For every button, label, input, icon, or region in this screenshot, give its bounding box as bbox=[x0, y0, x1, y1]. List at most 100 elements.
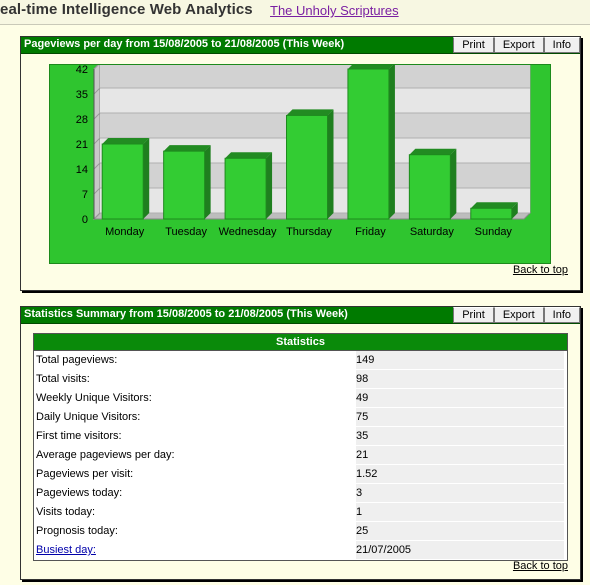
info-button[interactable]: Info bbox=[543, 307, 580, 323]
busiest-day-link[interactable]: Busiest day: bbox=[36, 544, 96, 556]
stat-value: 1 bbox=[356, 503, 564, 521]
bar bbox=[408, 154, 451, 220]
stat-value: 21 bbox=[356, 446, 564, 464]
bar-top bbox=[102, 138, 150, 144]
bar bbox=[163, 150, 206, 220]
gridline-side bbox=[93, 162, 101, 170]
statistics-panel-tools: Print Export Info bbox=[453, 307, 580, 323]
back-to-top-link[interactable]: Back to top bbox=[512, 560, 568, 572]
x-tick-label: Monday bbox=[105, 226, 145, 238]
statistics-panel-header: Statistics Summary from 15/08/2005 to 21… bbox=[21, 307, 580, 324]
stat-value: 3 bbox=[356, 484, 564, 502]
bar bbox=[286, 114, 328, 220]
gridline-side bbox=[93, 112, 101, 120]
export-button[interactable]: Export bbox=[493, 37, 544, 53]
y-tick-label: 7 bbox=[82, 189, 88, 201]
bar-top bbox=[347, 65, 393, 69]
stat-label: Total visits: bbox=[36, 373, 90, 385]
bar-side bbox=[266, 152, 273, 219]
bar bbox=[224, 157, 267, 220]
statistics-panel: Statistics Summary from 15/08/2005 to 21… bbox=[20, 306, 581, 580]
table-row: Prognosis today: 25 bbox=[34, 522, 567, 541]
site-link[interactable]: The Unholy Scriptures bbox=[270, 3, 399, 18]
table-row: Visits today: 1 bbox=[34, 503, 567, 522]
table-row: Average pageviews per day: 21 bbox=[34, 446, 567, 465]
stat-value: 98 bbox=[356, 370, 564, 388]
x-tick-label: Sunday bbox=[475, 226, 513, 238]
gridline-side bbox=[93, 137, 101, 145]
stat-label: Pageviews per visit: bbox=[36, 468, 134, 480]
y-tick-label: 35 bbox=[76, 89, 88, 101]
pageviews-chart-svg: 0 7 14 21 28 35 42 Monday Tuesday Wednesday Thursd… bbox=[76, 65, 532, 238]
bar-side bbox=[388, 65, 395, 219]
statistics-table: Statistics Total pageviews: 149 Total vis… bbox=[33, 333, 568, 561]
pageviews-panel-title: Pageviews per day from 15/08/2005 to 21/… bbox=[24, 38, 345, 50]
table-row: Pageviews today: 3 bbox=[34, 484, 567, 503]
stat-value: 25 bbox=[356, 522, 564, 540]
stat-label: Average pageviews per day: bbox=[36, 449, 175, 461]
x-tick-label: Friday bbox=[355, 226, 386, 238]
app-title: eal-time Intelligence Web Analytics bbox=[0, 1, 253, 18]
bar-top bbox=[163, 145, 211, 152]
plot-band bbox=[100, 65, 530, 88]
gridline-side bbox=[93, 187, 101, 195]
back-to-top-link[interactable]: Back to top bbox=[512, 264, 568, 276]
table-row: Total pageviews: 149 bbox=[34, 351, 567, 370]
stat-value: 49 bbox=[356, 389, 564, 407]
y-tick-label: 42 bbox=[76, 65, 88, 76]
bar bbox=[470, 207, 513, 220]
y-tick-label: 21 bbox=[76, 139, 88, 151]
bar-side bbox=[511, 202, 518, 219]
print-button[interactable]: Print bbox=[453, 307, 494, 323]
top-bar: eal-time Intelligence Web Analytics The … bbox=[0, 0, 590, 25]
y-tick-label: 14 bbox=[76, 164, 88, 176]
info-button[interactable]: Info bbox=[543, 37, 580, 53]
bar-top bbox=[286, 109, 334, 116]
plot-band bbox=[100, 88, 530, 113]
y-tick-label: 28 bbox=[76, 114, 88, 126]
gridline-side bbox=[93, 212, 101, 220]
bar-side bbox=[327, 109, 334, 219]
gridline-side bbox=[93, 87, 101, 95]
print-button[interactable]: Print bbox=[453, 37, 494, 53]
gridline-side bbox=[93, 65, 99, 70]
table-row: Daily Unique Visitors: 75 bbox=[34, 408, 567, 427]
x-tick-label: Saturday bbox=[410, 226, 455, 238]
plot-side-wall bbox=[93, 65, 101, 221]
bar-side bbox=[204, 145, 211, 219]
stat-label: Pageviews today: bbox=[36, 487, 123, 499]
x-tick-label: Tuesday bbox=[165, 226, 207, 238]
x-tick-label: Wednesday bbox=[219, 226, 277, 238]
statistics-rows: Total pageviews: 149 Total visits: 98 Week… bbox=[34, 351, 567, 560]
table-row: First time visitors: 35 bbox=[34, 427, 567, 446]
stat-label: Total pageviews: bbox=[36, 354, 118, 366]
stat-value: 1.52 bbox=[356, 465, 564, 483]
bar-top bbox=[409, 148, 457, 155]
pageviews-panel: Pageviews per day from 15/08/2005 to 21/… bbox=[20, 36, 581, 291]
export-button[interactable]: Export bbox=[493, 307, 544, 323]
bar-top bbox=[470, 202, 518, 209]
stat-value: 35 bbox=[356, 427, 564, 445]
stat-label: Prognosis today: bbox=[36, 525, 118, 537]
stat-label: Visits today: bbox=[36, 506, 96, 518]
pageviews-panel-tools: Print Export Info bbox=[453, 37, 580, 53]
y-tick-label: 0 bbox=[82, 214, 88, 226]
bar bbox=[101, 143, 144, 220]
bar bbox=[347, 68, 390, 220]
bar-side bbox=[450, 148, 457, 219]
pageviews-chart: 0 7 14 21 28 35 42 Monday Tuesday Wednesday Thursd… bbox=[49, 64, 551, 264]
table-row: Weekly Unique Visitors: 49 bbox=[34, 389, 567, 408]
stat-value: 149 bbox=[356, 351, 564, 369]
bar-side bbox=[143, 138, 150, 219]
stat-label: Daily Unique Visitors: bbox=[36, 411, 141, 423]
stat-label: Weekly Unique Visitors: bbox=[36, 392, 152, 404]
table-row: Pageviews per visit: 1.52 bbox=[34, 465, 567, 484]
stat-value: 75 bbox=[356, 408, 564, 426]
stat-value: 21/07/2005 bbox=[356, 541, 564, 559]
x-tick-label: Thursday bbox=[286, 226, 332, 238]
pageviews-panel-header: Pageviews per day from 15/08/2005 to 21/… bbox=[21, 37, 580, 54]
statistics-panel-title: Statistics Summary from 15/08/2005 to 21… bbox=[24, 308, 348, 320]
table-row: Total visits: 98 bbox=[34, 370, 567, 389]
table-row: Busiest day: 21/07/2005 bbox=[34, 541, 567, 560]
statistics-table-header: Statistics bbox=[34, 334, 567, 351]
